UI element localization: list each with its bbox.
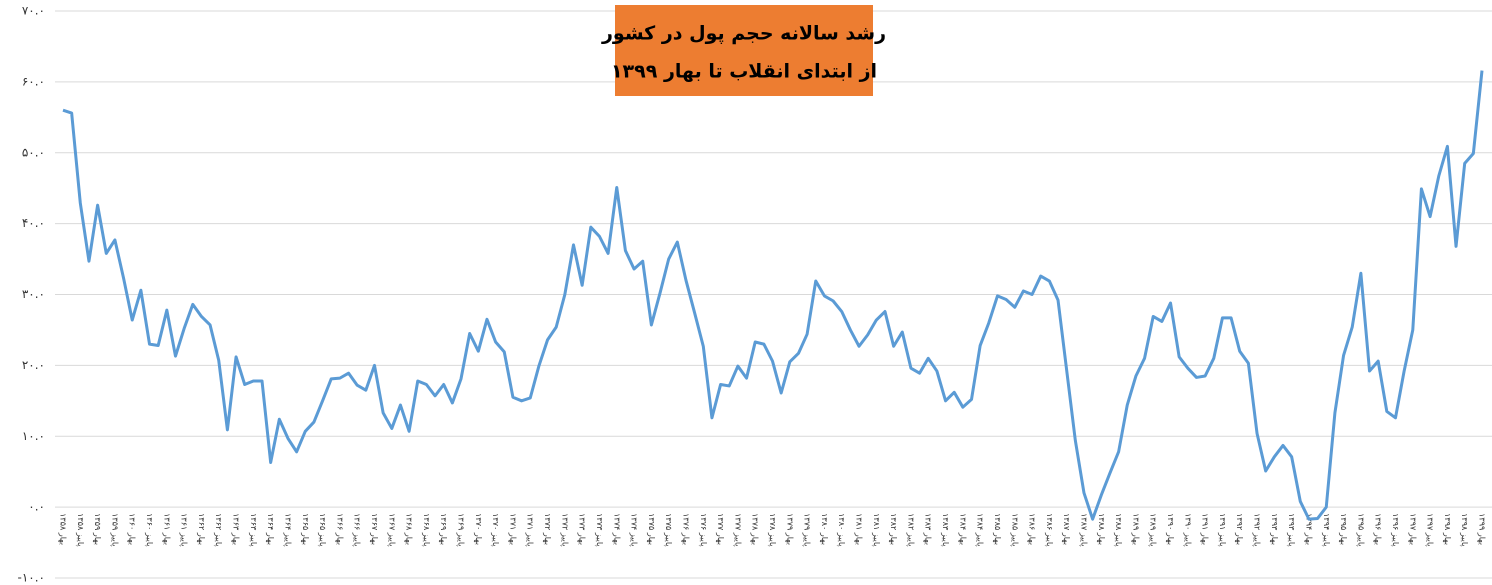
x-tick-label: بهار ۱۳۷۸ <box>751 513 760 545</box>
x-tick-label: پاییز ۱۳۸۱ <box>872 513 881 546</box>
x-tick-label: بهار ۱۳۷۰ <box>474 513 483 545</box>
x-tick-label: بهار ۱۳۹۷ <box>1408 513 1417 545</box>
x-tick-label: پاییز ۱۳۸۹ <box>1149 513 1158 546</box>
x-tick-label: پاییز ۱۳۸۸ <box>1114 513 1123 546</box>
x-tick-label: پاییز ۱۳۷۴ <box>630 513 639 546</box>
x-tick-label: بهار ۱۳۸۹ <box>1131 513 1140 545</box>
x-tick-label: بهار ۱۳۶۸ <box>405 513 414 545</box>
x-tick-label: پاییز ۱۳۸۴ <box>976 513 985 546</box>
x-tick-label: پاییز ۱۳۶۲ <box>214 513 223 546</box>
x-tick-label: پاییز ۱۳۶۰ <box>145 513 154 546</box>
x-tick-label: بهار ۱۳۶۰ <box>128 513 137 545</box>
x-tick-label: بهار ۱۳۸۳ <box>924 513 933 545</box>
x-tick-label: پاییز ۱۳۸۶ <box>1045 513 1054 546</box>
x-tick-label: پاییز ۱۳۹۲ <box>1253 513 1262 546</box>
x-tick-label: پاییز ۱۳۵۹ <box>110 513 119 546</box>
x-tick-label: بهار ۱۳۷۲ <box>543 513 552 545</box>
x-tick-label: پاییز ۱۳۶۳ <box>249 513 258 546</box>
x-tick-label: پاییز ۱۳۷۲ <box>560 513 569 546</box>
y-tick-label: ۲۰.۰ <box>22 358 45 372</box>
x-tick-label: بهار ۱۳۶۶ <box>335 513 344 545</box>
y-tick-label: ۴۰.۰ <box>22 216 45 230</box>
x-tick-label: پاییز ۱۳۶۸ <box>422 513 431 546</box>
x-tick-label: بهار ۱۳۹۲ <box>1235 513 1244 545</box>
x-tick-label: پاییز ۱۳۷۰ <box>491 513 500 546</box>
x-tick-label: پاییز ۱۳۹۰ <box>1183 513 1192 546</box>
y-tick-label: ۶۰.۰ <box>22 74 45 88</box>
x-tick-label: بهار ۱۳۶۵ <box>301 513 310 545</box>
x-tick-label: پاییز ۱۳۹۶ <box>1391 513 1400 546</box>
x-tick-label: بهار ۱۳۷۱ <box>508 513 517 545</box>
y-tick-label: -۱۰.۰ <box>18 571 45 585</box>
x-tick-label: بهار ۱۳۸۰ <box>820 513 829 545</box>
x-tick-label: پاییز ۱۳۶۵ <box>318 513 327 546</box>
y-tick-label: ۳۰.۰ <box>22 287 45 301</box>
x-tick-label: پاییز ۱۳۷۵ <box>664 513 673 546</box>
x-tick-label: پاییز ۱۳۶۶ <box>353 513 362 546</box>
x-tick-label: بهار ۱۳۶۱ <box>162 513 171 545</box>
x-tick-label: بهار ۱۳۹۹ <box>1478 513 1487 545</box>
x-tick-label: بهار ۱۳۸۵ <box>993 513 1002 545</box>
x-tick-label: بهار ۱۳۶۹ <box>439 513 448 545</box>
x-tick-label: بهار ۱۳۸۷ <box>1062 513 1071 545</box>
x-tick-label: پاییز ۱۳۸۵ <box>1010 513 1019 546</box>
x-tick-label: بهار ۱۳۵۸ <box>59 513 68 545</box>
x-tick-label: بهار ۱۳۹۶ <box>1374 513 1383 545</box>
x-tick-label: پاییز ۱۳۷۹ <box>803 513 812 546</box>
x-tick-label: بهار ۱۳۹۰ <box>1166 513 1175 545</box>
x-tick-label: پاییز ۱۳۶۴ <box>283 513 292 546</box>
x-tick-label: بهار ۱۳۷۷ <box>716 513 725 545</box>
x-tick-label: بهار ۱۳۷۶ <box>681 513 690 545</box>
x-tick-label: بهار ۱۳۹۸ <box>1443 513 1452 545</box>
x-tick-label: پاییز ۱۳۹۸ <box>1460 513 1469 546</box>
x-tick-label: بهار ۱۳۹۵ <box>1339 513 1348 545</box>
x-tick-label: بهار ۱۳۶۲ <box>197 513 206 545</box>
x-tick-label: بهار ۱۳۶۳ <box>232 513 241 545</box>
x-tick-label: پاییز ۱۳۶۷ <box>387 513 396 546</box>
chart-subtitle: از ابتدای انقلاب تا بهار ۱۳۹۹ <box>611 61 877 83</box>
x-tick-label: پاییز ۱۳۷۸ <box>768 513 777 546</box>
x-tick-label: پاییز ۱۳۷۱ <box>526 513 535 546</box>
x-tick-label: پاییز ۱۳۸۳ <box>941 513 950 546</box>
x-tick-label: بهار ۱۳۷۴ <box>612 513 621 545</box>
x-tick-label: بهار ۱۳۹۴ <box>1304 513 1313 545</box>
x-tick-label: بهار ۱۳۸۸ <box>1097 513 1106 545</box>
x-tick-label: پاییز ۱۳۸۲ <box>906 513 915 546</box>
x-tick-label: پاییز ۱۳۹۷ <box>1426 513 1435 546</box>
x-tick-label: بهار ۱۳۹۱ <box>1201 513 1210 545</box>
chart-title: رشد سالانه حجم پول در کشور <box>601 23 886 45</box>
x-tick-label: پاییز ۱۳۸۰ <box>837 513 846 546</box>
x-tick-label: پاییز ۱۳۸۷ <box>1079 513 1088 546</box>
y-tick-label: ۱۰.۰ <box>22 429 45 443</box>
x-tick-label: پاییز ۱۳۷۳ <box>595 513 604 546</box>
x-tick-label: پاییز ۱۳۷۷ <box>733 513 742 546</box>
x-tick-label: بهار ۱۳۷۵ <box>647 513 656 545</box>
x-tick-label: بهار ۱۳۸۲ <box>889 513 898 545</box>
x-tick-label: بهار ۱۳۸۶ <box>1028 513 1037 545</box>
x-tick-label: پاییز ۱۳۹۴ <box>1322 513 1331 546</box>
x-tick-label: بهار ۱۳۷۳ <box>578 513 587 545</box>
data-line <box>62 70 1484 521</box>
x-tick-label: پاییز ۱۳۹۵ <box>1356 513 1365 546</box>
y-tick-label: ۷۰.۰ <box>22 4 45 18</box>
title-box <box>615 5 873 96</box>
x-tick-label: پاییز ۱۳۵۸ <box>76 513 85 546</box>
y-tick-label: ۰.۰ <box>28 500 45 514</box>
x-tick-label: بهار ۱۳۶۷ <box>370 513 379 545</box>
y-tick-label: ۵۰.۰ <box>22 145 45 159</box>
x-tick-label: پاییز ۱۳۹۱ <box>1218 513 1227 546</box>
x-tick-label: پاییز ۱۳۶۹ <box>457 513 466 546</box>
x-tick-label: بهار ۱۳۶۴ <box>266 513 275 545</box>
x-tick-label: بهار ۱۳۹۳ <box>1270 513 1279 545</box>
x-tick-label: بهار ۱۳۷۹ <box>785 513 794 545</box>
x-tick-label: بهار ۱۳۸۱ <box>855 513 864 545</box>
x-tick-label: پاییز ۱۳۹۳ <box>1287 513 1296 546</box>
x-tick-label: پاییز ۱۳۷۶ <box>699 513 708 546</box>
x-tick-label: پاییز ۱۳۶۱ <box>180 513 189 546</box>
x-tick-label: بهار ۱۳۵۹ <box>93 513 102 545</box>
x-tick-label: بهار ۱۳۸۴ <box>958 513 967 545</box>
